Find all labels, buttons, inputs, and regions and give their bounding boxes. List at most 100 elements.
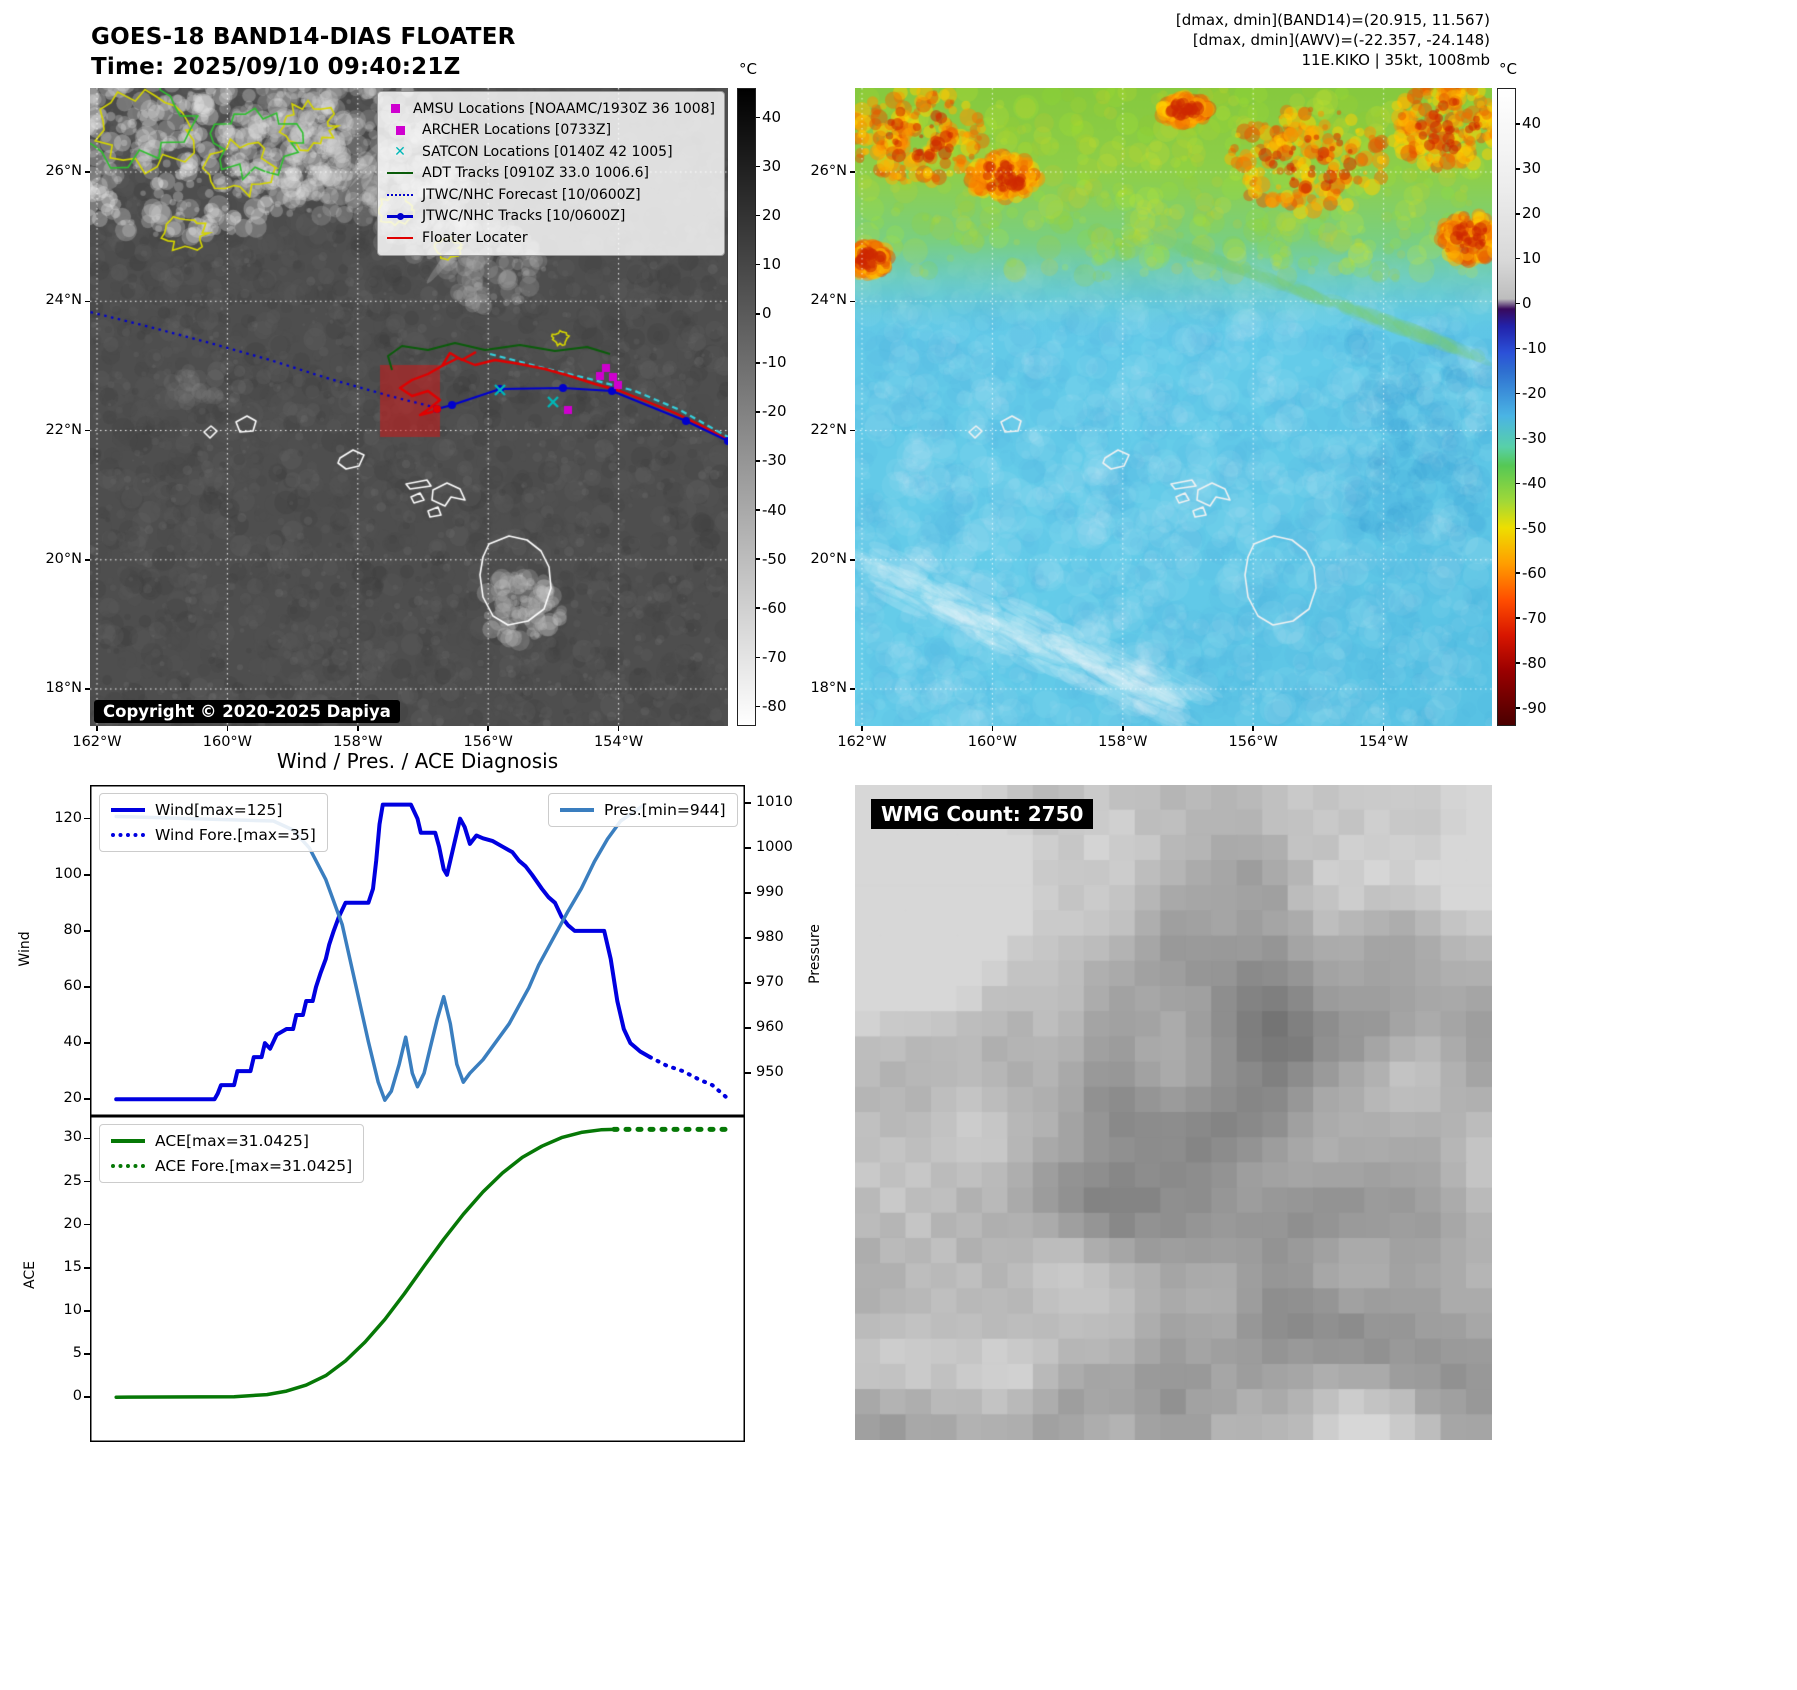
band14-colorbar-tick-mark bbox=[756, 116, 760, 119]
line-marker-icon bbox=[387, 211, 413, 221]
band14-colorbar-tick-label: -40 bbox=[762, 500, 787, 519]
awv-lat-tick-mark bbox=[850, 171, 855, 173]
band14-lon-tick-mark bbox=[617, 726, 620, 731]
wind-tick-mark bbox=[84, 1098, 90, 1100]
awv-lat-tick-label: 24°N bbox=[810, 292, 847, 309]
wind-tick-label: 60 bbox=[63, 977, 82, 994]
line-swatch bbox=[111, 808, 145, 812]
legend-label: ACE[max=31.0425] bbox=[155, 1132, 309, 1150]
ace-tick-mark bbox=[84, 1223, 90, 1226]
awv-lon-tick-label: 162°W bbox=[837, 734, 887, 750]
pressure-tick-mark bbox=[745, 892, 751, 894]
pressure-tick-mark bbox=[745, 982, 751, 984]
awv-lon-tick-label: 156°W bbox=[1228, 734, 1278, 750]
awv-colorbar-tick-label: 30 bbox=[1522, 159, 1542, 178]
ace-tick-label: 10 bbox=[63, 1301, 82, 1318]
band14-lon-tick-label: 160°W bbox=[202, 734, 253, 750]
awv-colorbar-tick-mark bbox=[1516, 482, 1520, 485]
band14-lat-tick-label: 22°N bbox=[45, 421, 82, 438]
wind-tick-mark bbox=[84, 817, 90, 820]
awv-map bbox=[855, 88, 1492, 726]
ace-tick-label: 5 bbox=[72, 1345, 82, 1362]
legend-entry: Pres.[min=944] bbox=[560, 801, 726, 819]
legend-entry: ACE Fore.[max=31.0425] bbox=[111, 1157, 352, 1175]
ace-tick-label: 15 bbox=[63, 1258, 82, 1275]
pressure-tick-mark bbox=[745, 1027, 751, 1029]
ace-tick-mark bbox=[84, 1267, 90, 1269]
ace-tick-label: 0 bbox=[72, 1388, 82, 1405]
map-legend-entry: AMSU Locations [NOAAMC/1930Z 36 1008] bbox=[387, 100, 715, 118]
map-legend-label: AMSU Locations [NOAAMC/1930Z 36 1008] bbox=[412, 100, 715, 117]
band14-lat-tick-label: 24°N bbox=[45, 292, 82, 309]
awv-colorbar-tick-mark bbox=[1516, 572, 1520, 574]
ace-tick-mark bbox=[84, 1180, 90, 1183]
map-legend-label: JTWC/NHC Forecast [10/0600Z] bbox=[422, 186, 641, 203]
awv-colorbar-tick-mark bbox=[1516, 302, 1520, 305]
awv-lon-tick-mark bbox=[991, 726, 994, 731]
band14-lat-tick-label: 26°N bbox=[45, 163, 82, 179]
band14-colorbar-tick-mark bbox=[756, 362, 760, 364]
band14-lat-tick-mark bbox=[85, 688, 90, 690]
wmg-panel: WMG Count: 2750 bbox=[855, 785, 1492, 1440]
ace-tick-mark bbox=[84, 1353, 90, 1355]
band14-colorbar-tick-label: -30 bbox=[762, 451, 787, 470]
map-legend-label: JTWC/NHC Tracks [10/0600Z] bbox=[422, 208, 626, 225]
dotted-line-swatch bbox=[111, 1164, 145, 1168]
ace-tick-mark bbox=[84, 1396, 90, 1398]
awv-lon-tick-label: 160°W bbox=[967, 734, 1018, 750]
storm-id-intensity: 11E.KIKO | 35kt, 1008mb bbox=[1301, 51, 1490, 69]
band14-colorbar-tick-mark bbox=[756, 165, 760, 168]
band14-colorbar-tick-label: 40 bbox=[762, 107, 782, 126]
awv-colorbar-tick-label: -50 bbox=[1522, 518, 1547, 537]
band14-colorbar-unit: °C bbox=[739, 60, 757, 78]
line-swatch bbox=[560, 808, 594, 812]
map-legend-entry: ARCHER Locations [0733Z] bbox=[387, 122, 715, 140]
dotted-line-icon bbox=[387, 193, 413, 196]
wind-axis-label: Wind bbox=[17, 931, 33, 967]
wind-tick-label: 40 bbox=[63, 1034, 82, 1051]
band14-title: GOES-18 BAND14-DIAS FLOATER bbox=[91, 24, 516, 50]
band14-lon-tick-mark bbox=[357, 726, 359, 731]
awv-colorbar-tick-mark bbox=[1516, 168, 1520, 170]
diagnosis-title: Wind / Pres. / ACE Diagnosis bbox=[276, 749, 559, 773]
awv-colorbar-tick-label: -30 bbox=[1522, 428, 1547, 447]
band14-colorbar-tick-mark bbox=[756, 607, 760, 609]
line-icon bbox=[387, 172, 413, 175]
band14-colorbar-tick-mark bbox=[756, 705, 760, 708]
awv-colorbar-tick-mark bbox=[1516, 347, 1520, 350]
map-legend-entry: JTWC/NHC Tracks [10/0600Z] bbox=[387, 208, 715, 226]
band14-colorbar-tick-label: -10 bbox=[762, 353, 787, 372]
awv-lat-tick-label: 26°N bbox=[810, 163, 847, 179]
awv-lat-tick-mark bbox=[850, 688, 855, 690]
wind-tick-mark bbox=[84, 930, 90, 932]
ace-tick-mark bbox=[84, 1310, 90, 1312]
map-legend-label: ARCHER Locations [0733Z] bbox=[422, 122, 612, 139]
awv-lon-tick-label: 154°W bbox=[1358, 734, 1409, 750]
band14-lat-tick-mark bbox=[85, 171, 90, 173]
map-legend-label: SATCON Locations [0140Z 42 1005] bbox=[422, 143, 673, 160]
awv-colorbar-tick-mark bbox=[1516, 662, 1520, 664]
awv-colorbar-tick-label: -60 bbox=[1522, 563, 1547, 582]
band14-colorbar-tick-label: 30 bbox=[762, 157, 782, 176]
x-icon: ✕ bbox=[394, 143, 406, 160]
map-legend-entry: JTWC/NHC Forecast [10/0600Z] bbox=[387, 186, 715, 204]
awv-colorbar-tick-label: -40 bbox=[1522, 473, 1547, 492]
wind-tick-mark bbox=[84, 986, 90, 988]
dotted-line-swatch bbox=[111, 833, 145, 837]
awv-map-canvas bbox=[855, 88, 1492, 726]
awv-colorbar-tick-label: -20 bbox=[1522, 384, 1547, 403]
pressure-tick-label: 1000 bbox=[756, 839, 793, 856]
wind-tick-label: 20 bbox=[63, 1090, 82, 1107]
series-wind bbox=[114, 802, 652, 1102]
pressure-tick-mark bbox=[745, 937, 751, 939]
map-legend-entry: ✕ SATCON Locations [0140Z 42 1005] bbox=[387, 143, 715, 161]
series-pres- bbox=[114, 803, 646, 1102]
band14-lon-tick-label: 158°W bbox=[333, 734, 383, 750]
legend-label: Wind Fore.[max=35] bbox=[155, 826, 316, 844]
wind-tick-mark bbox=[84, 1042, 90, 1044]
awv-header-band14-range: [dmax, dmin](BAND14)=(20.915, 11.567) bbox=[1175, 11, 1490, 29]
band14-lat-tick-label: 18°N bbox=[45, 680, 82, 696]
band14-lon-tick-label: 154°W bbox=[593, 734, 644, 750]
wind-tick-label: 100 bbox=[54, 865, 82, 882]
